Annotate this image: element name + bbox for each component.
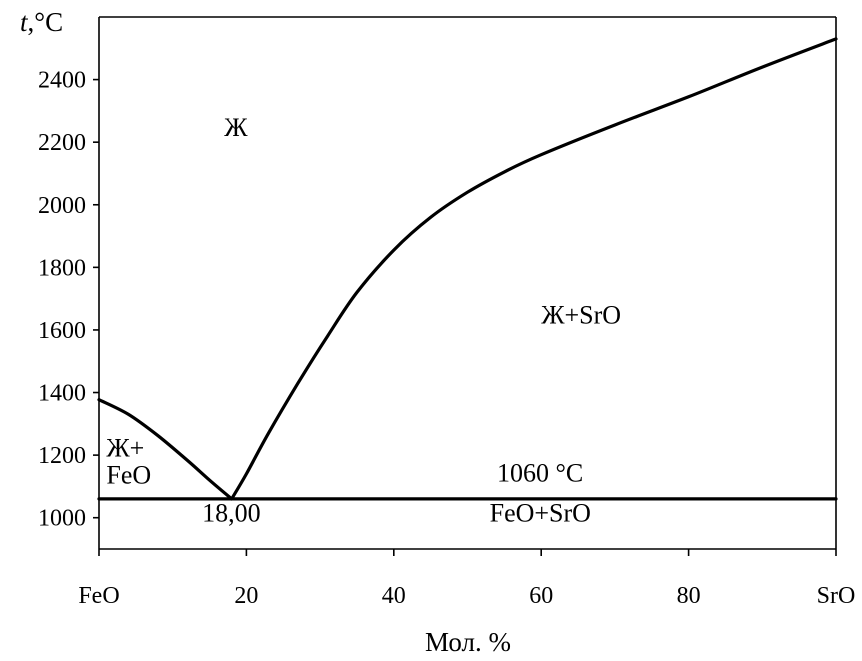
y-tick-label: 2000 (38, 193, 86, 219)
labels: Ж Ж+SrO Ж+FeO 1060 °C 18,00 FeO+SrO (106, 113, 621, 528)
y-tick-label: 2400 (38, 68, 86, 94)
y-tick-label: 1400 (38, 381, 86, 407)
liquidus-feo-line (97, 398, 234, 501)
x-tick-label: FeO (78, 583, 119, 609)
region-label-feo-sro: FeO+SrO (490, 498, 591, 527)
ticks: 1000 1200 1400 1600 1800 2000 2200 2400 FeO 20 40 6… (38, 68, 855, 609)
y-axis-title: t,°C (20, 7, 63, 37)
y-tick-label: 1200 (38, 443, 86, 469)
y-axis-title-unit: ,°C (28, 7, 64, 37)
x-tick-label: 80 (677, 583, 701, 609)
axes (98, 16, 837, 550)
eutectic-temperature-label: 1060 °C (497, 459, 583, 488)
region-label-liquid-feo-line1: Ж+ (106, 434, 144, 463)
liquidus-sro-line (230, 37, 838, 501)
x-tick-label: 60 (529, 583, 553, 609)
region-label-liquid: Ж (224, 113, 248, 142)
y-tick-label: 1800 (38, 255, 86, 281)
y-tick-label: 1000 (38, 506, 86, 532)
x-axis-title: Мол. % (425, 627, 511, 657)
y-axis-title-var: t (20, 7, 29, 37)
eutectic-composition-label: 18,00 (202, 498, 261, 527)
y-tick-label: 1600 (38, 318, 86, 344)
x-tick-label: 20 (234, 583, 258, 609)
series (97, 37, 838, 501)
region-label-liquid-sro: Ж+SrO (541, 301, 621, 330)
x-tick-label: SrO (817, 583, 856, 609)
x-tick-label: 40 (382, 583, 406, 609)
region-label-liquid-feo-line2: FeO (106, 460, 151, 489)
y-tick-label: 2200 (38, 130, 86, 156)
